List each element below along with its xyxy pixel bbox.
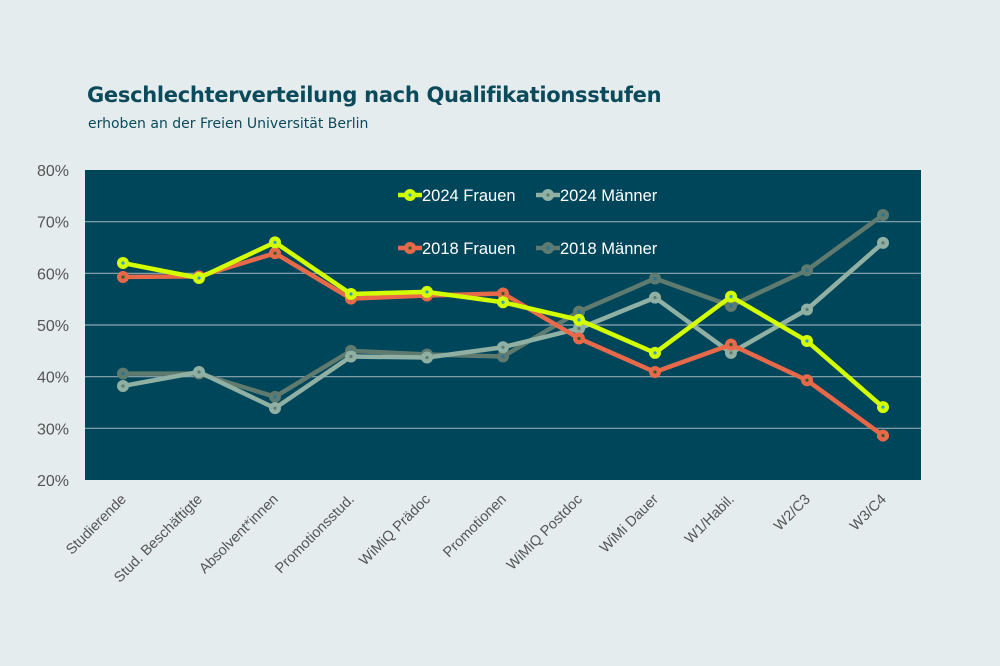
x-tick-label: W2/C3 [771, 492, 814, 535]
chart-title: Geschlechterverteilung nach Qualifikatio… [87, 83, 662, 107]
data-point-center [805, 339, 809, 343]
x-tick-label: W1/Habil. [682, 492, 738, 548]
data-point-center [121, 384, 125, 388]
data-point-center [273, 395, 277, 399]
data-point-center [881, 213, 885, 217]
data-point-center [805, 378, 809, 382]
data-point-center [273, 251, 277, 255]
data-point-center [121, 261, 125, 265]
y-tick-label: 30% [37, 421, 69, 438]
data-point-center [577, 318, 581, 322]
data-point-center [121, 275, 125, 279]
legend-marker-center [408, 193, 412, 197]
x-tick-label: Promotionen [440, 492, 509, 561]
data-point-center [805, 268, 809, 272]
data-point-center [425, 290, 429, 294]
data-point-center [577, 309, 581, 314]
legend-label: 2024 Frauen [422, 187, 516, 205]
data-point-center [197, 276, 201, 280]
x-tick-label: W3/C4 [847, 492, 890, 535]
legend-item: 2018 Männer [536, 240, 658, 258]
data-point-center [501, 291, 505, 296]
data-point-center [653, 276, 657, 281]
y-tick-label: 20% [37, 473, 69, 490]
data-point-center [425, 355, 429, 360]
data-point-center [501, 345, 505, 349]
series-2024-männer [117, 236, 889, 415]
x-tick-label: WiMiQ Prädoc [356, 492, 433, 569]
y-tick-label: 80% [37, 163, 69, 180]
y-tick-label: 60% [37, 266, 69, 283]
legend-item: 2024 Männer [536, 187, 658, 205]
series-2024-frauen [117, 236, 889, 414]
legend-marker-center [546, 246, 550, 250]
legend-marker-center [408, 246, 412, 250]
data-point-center [729, 351, 733, 355]
data-point-center [881, 405, 885, 409]
legend-item: 2024 Frauen [398, 187, 516, 205]
data-point-center [729, 304, 733, 308]
x-tick-label: Promotionsstud. [272, 492, 357, 577]
data-point-center [881, 241, 885, 245]
data-point-center [577, 336, 581, 341]
data-point-center [501, 354, 505, 359]
legend-label: 2024 Männer [560, 187, 658, 205]
data-point-center [881, 433, 885, 438]
legend-item: 2018 Frauen [398, 240, 516, 258]
data-point-center [577, 327, 581, 331]
x-tick-label: WiMi Dauer [597, 491, 662, 556]
data-point-center [197, 370, 201, 374]
x-tick-label: Absolvent*innen [196, 492, 281, 577]
legend-label: 2018 Männer [560, 240, 658, 258]
x-tick-label: WiMiQ Postdoc [504, 492, 586, 574]
data-point-center [273, 240, 277, 244]
data-point-center [805, 307, 809, 312]
data-point-center [349, 354, 353, 359]
y-tick-label: 50% [37, 318, 69, 335]
data-point-center [273, 406, 277, 410]
data-point-center [653, 370, 657, 374]
legend-marker-center [546, 193, 550, 197]
series-2018-frauen [117, 247, 889, 442]
data-point-center [729, 343, 733, 347]
data-point-center [501, 300, 505, 304]
y-tick-label: 40% [37, 370, 69, 387]
data-point-center [121, 371, 125, 376]
y-tick-label: 70% [37, 215, 69, 232]
data-point-center [653, 351, 657, 355]
data-point-center [349, 292, 353, 296]
data-point-center [653, 296, 657, 300]
legend-label: 2018 Frauen [422, 240, 516, 258]
chart-subtitle: erhoben an der Freien Universität Berlin [88, 116, 369, 132]
data-point-center [729, 294, 733, 299]
x-tick-label: Studierende [63, 492, 130, 559]
